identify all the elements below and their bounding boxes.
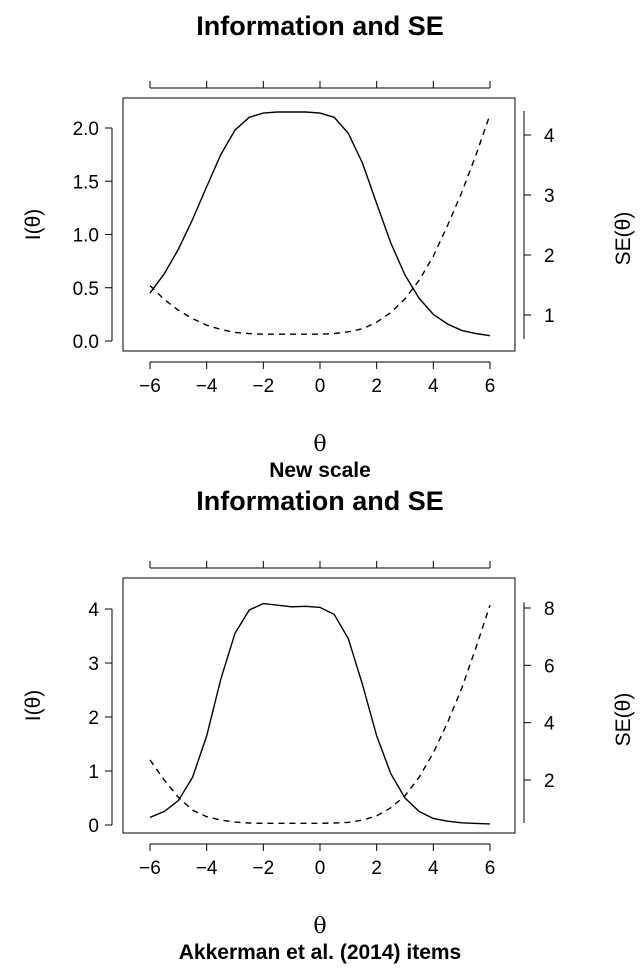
bottom-y-right-tick-label: 4 — [544, 714, 555, 735]
bottom-y-left-tick-label: 1 — [88, 762, 99, 783]
bottom-x-tick-label: 2 — [371, 858, 382, 879]
bottom-y-left-tick-label: 3 — [88, 654, 99, 675]
top-plot-frame — [122, 97, 516, 352]
bottom-y-right-tick-label: 2 — [544, 771, 555, 792]
bottom-chart-title: Information and SE — [196, 486, 444, 516]
bottom-y-left-tick-label: 0 — [88, 816, 99, 837]
bottom-x-tick-label: −2 — [252, 858, 274, 879]
bottom-chart-caption: Akkerman et al. (2014) items — [179, 941, 461, 964]
bottom-y-right-tick-label: 8 — [544, 599, 555, 620]
top-chart-title: Information and SE — [196, 11, 444, 41]
top-chart-caption: New scale — [269, 459, 371, 482]
bottom-x-tick-label: 4 — [428, 858, 439, 879]
chart-panel-new-scale: Information and SE −6 −4 −2 0 2 4 6 0.0 0.5 1.0 1.5… — [22, 11, 635, 482]
top-se-curve — [149, 114, 491, 335]
top-information-curve — [149, 111, 491, 337]
bottom-x-title: θ — [313, 914, 326, 939]
bottom-y-left-title: I(θ) — [22, 690, 45, 722]
top-y-left-tick-label: 1.5 — [73, 172, 99, 193]
top-y-left-tick-label: 1.0 — [73, 226, 99, 247]
chart-panel-akkerman-items: Information and SE −6 −4 −2 0 2 4 6 0 1 2 3 4 2 4 6 8 I(θ… — [22, 486, 635, 964]
top-y-left-tick-label: 0.0 — [73, 332, 99, 353]
bottom-se-curve — [149, 604, 491, 824]
top-x-tick-label: 4 — [428, 376, 439, 397]
bottom-y-left-tick-label: 2 — [88, 708, 99, 729]
top-y-right-tick-label: 1 — [544, 306, 555, 327]
bottom-information-curve — [149, 602, 491, 825]
top-x-tick-label: −4 — [196, 376, 218, 397]
bottom-plot-frame — [122, 577, 516, 834]
top-y-right-tick-label: 3 — [544, 186, 555, 207]
bottom-y-right-title: SE(θ) — [612, 693, 635, 747]
bottom-x-tick-label: −4 — [196, 858, 218, 879]
bottom-x-tick-label: 0 — [315, 858, 326, 879]
top-y-right-title: SE(θ) — [612, 212, 635, 266]
top-y-left-tick-label: 2.0 — [73, 119, 99, 140]
top-x-title: θ — [313, 432, 326, 457]
bottom-x-tick-label: 6 — [485, 858, 496, 879]
top-x-tick-label: 0 — [315, 376, 326, 397]
top-y-left-tick-label: 0.5 — [73, 279, 99, 300]
top-x-tick-label: 2 — [371, 376, 382, 397]
top-y-left-title: I(θ) — [22, 209, 45, 241]
top-y-right-tick-label: 4 — [544, 126, 555, 147]
bottom-x-tick-label: −6 — [139, 858, 161, 879]
bottom-y-left-tick-label: 4 — [88, 600, 99, 621]
bottom-y-right-tick-label: 6 — [544, 656, 555, 677]
top-y-right-tick-label: 2 — [544, 246, 555, 267]
top-x-tick-label: −2 — [252, 376, 274, 397]
top-x-tick-label: 6 — [485, 376, 496, 397]
top-x-tick-label: −6 — [139, 376, 161, 397]
